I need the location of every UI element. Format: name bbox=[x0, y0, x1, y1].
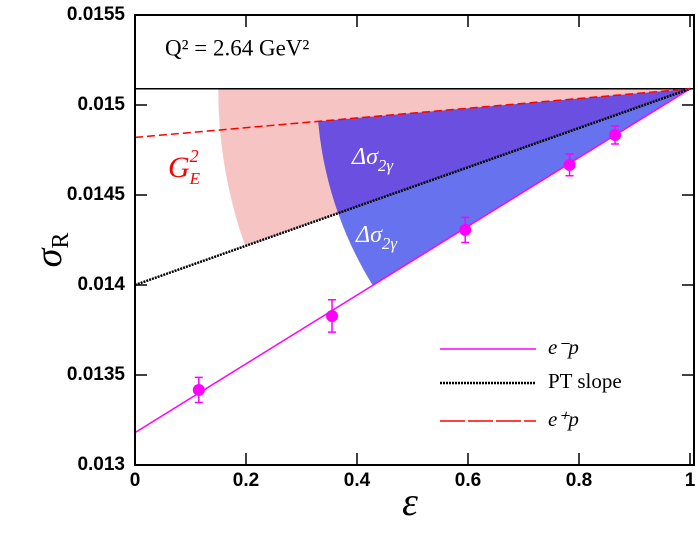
data-point bbox=[609, 129, 622, 142]
x-tick-label: 1 bbox=[685, 470, 696, 491]
y-tick-label: 0.0145 bbox=[67, 184, 126, 205]
band bbox=[318, 88, 690, 214]
y-axis-label-main: σ bbox=[28, 247, 70, 267]
band-label: G2 E bbox=[168, 146, 201, 188]
band bbox=[338, 88, 690, 286]
data-point bbox=[459, 223, 472, 236]
band-label-main: G bbox=[168, 151, 190, 184]
band-label-sub: 2γ bbox=[378, 156, 395, 175]
series-line bbox=[134, 88, 691, 434]
x-tick-label: 0 bbox=[130, 470, 141, 491]
band-label-main: Δσ bbox=[351, 144, 379, 170]
data-point bbox=[326, 309, 339, 322]
y-axis-label: σR bbox=[28, 233, 74, 268]
legend-label: e⁻p bbox=[548, 335, 579, 359]
x-axis-label: ε bbox=[402, 479, 418, 524]
x-tick-label: 0.2 bbox=[233, 470, 259, 491]
y-axis-label-sub: R bbox=[48, 233, 74, 249]
y-tick-label: 0.013 bbox=[77, 454, 125, 475]
y-tick-label: 0.0135 bbox=[67, 364, 126, 385]
plot-frame bbox=[134, 14, 695, 466]
band-label: Δσ2γ bbox=[355, 222, 398, 253]
legend-label: PT slope bbox=[548, 369, 622, 393]
band-label-sub: E bbox=[189, 169, 201, 188]
legend-label: e⁺p bbox=[548, 407, 579, 431]
series-line bbox=[134, 87, 691, 287]
y-tick-label: 0.015 bbox=[77, 94, 125, 115]
x-tick-label: 0.4 bbox=[344, 470, 371, 491]
band-label-sub: 2γ bbox=[382, 234, 399, 253]
x-tick-label: 0.8 bbox=[566, 470, 592, 491]
annotation: Q² = 2.64 GeV² bbox=[165, 35, 309, 60]
series-line bbox=[134, 88, 691, 139]
data-point bbox=[192, 383, 205, 396]
y-tick-label: 0.014 bbox=[77, 274, 125, 295]
band-label-sup: 2 bbox=[190, 146, 199, 166]
y-tick-label: 0.0155 bbox=[67, 4, 126, 25]
band-label: Δσ2γ bbox=[351, 144, 394, 175]
band-label-main: Δσ bbox=[355, 222, 383, 248]
x-tick-label: 0.6 bbox=[455, 470, 481, 491]
data-point bbox=[563, 158, 576, 171]
